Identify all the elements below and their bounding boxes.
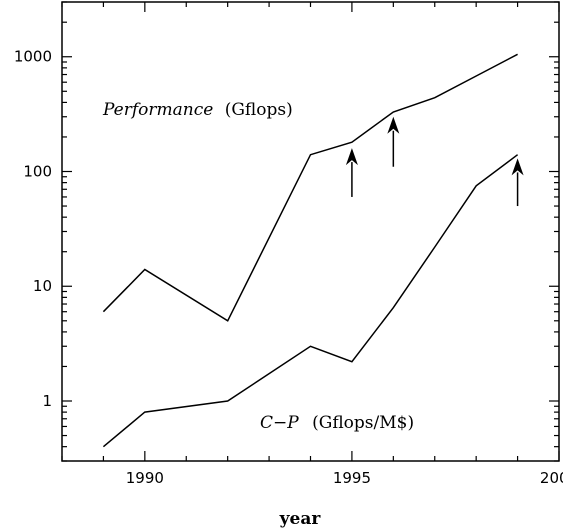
x-tick-label: 1995	[333, 469, 371, 487]
arrow-head	[345, 148, 358, 166]
cp-label-name: C−P	[260, 413, 299, 433]
cp-label: C−P (Gflops/M$)	[260, 413, 414, 433]
cp-label-unit: (Gflops/M$)	[312, 413, 414, 433]
performance-label: Performance (Gflops)	[102, 100, 293, 120]
y-tick-label: 10	[33, 277, 52, 295]
arrow-head	[511, 158, 524, 176]
annotation-arrow	[345, 148, 358, 197]
axis-ticks: 1990 1995 2000 1 10 100 1000	[14, 1, 563, 487]
y-tick-label: 1000	[14, 48, 52, 66]
y-tick-label: 1	[42, 392, 52, 410]
x-tick-label: 2000	[540, 469, 563, 487]
performance-label-name: Performance	[102, 100, 213, 120]
annotation-arrow	[387, 116, 400, 167]
x-axis-title: year	[279, 509, 322, 529]
arrow-head	[387, 116, 400, 134]
y-tick-label: 100	[23, 162, 52, 180]
annotation-arrow	[511, 158, 524, 207]
x-tick-label: 1990	[126, 469, 164, 487]
performance-label-unit: (Gflops)	[225, 100, 293, 120]
performance-line	[102, 53, 518, 322]
series-lines	[102, 53, 519, 448]
cp-line	[102, 154, 519, 448]
annotation-arrows	[345, 116, 524, 207]
